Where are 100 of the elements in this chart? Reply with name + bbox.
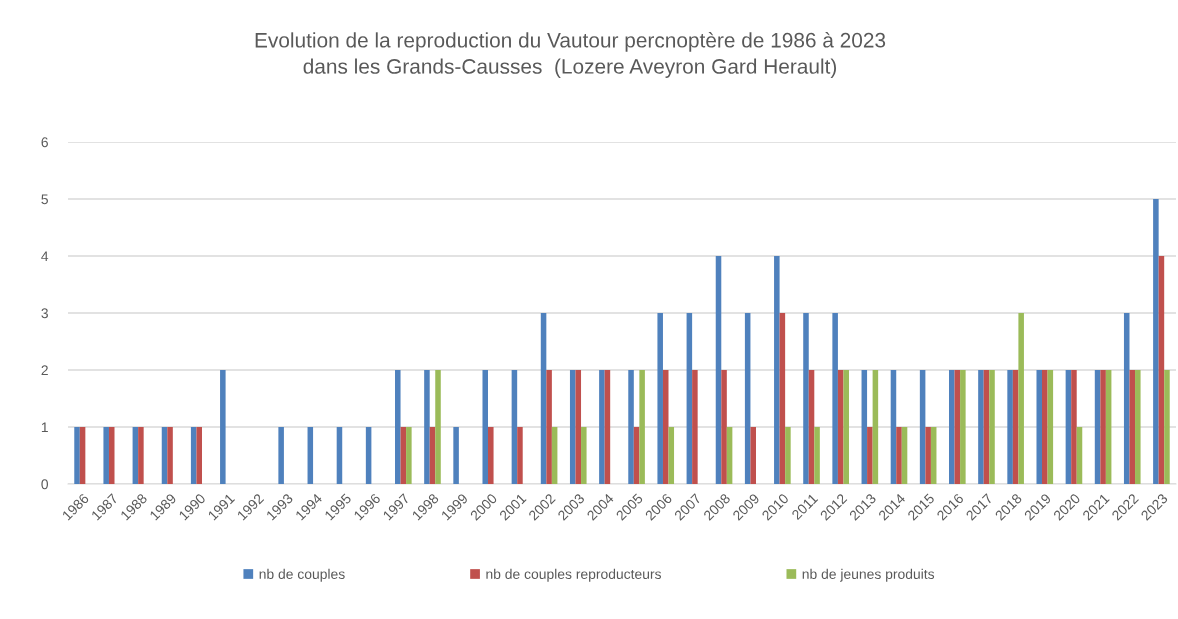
bar xyxy=(599,370,605,484)
bar xyxy=(79,427,86,484)
bar xyxy=(138,427,144,484)
bar xyxy=(108,427,115,484)
bar xyxy=(406,427,412,484)
bar xyxy=(429,427,436,484)
bar xyxy=(1076,427,1083,484)
bar xyxy=(1012,370,1019,484)
bar xyxy=(546,370,552,484)
bar xyxy=(424,370,430,484)
bar xyxy=(989,370,995,484)
bar xyxy=(488,427,494,484)
bar xyxy=(132,427,139,484)
bar xyxy=(744,313,751,484)
bar xyxy=(726,427,733,484)
bar xyxy=(1153,199,1159,484)
chart-title: Evolution de la reproduction du Vautour percnoptère de 1986 à 2023 dans les Grands-Causses (Lozere Aveyron Gard Herault) xyxy=(255,32,886,78)
bar xyxy=(1007,370,1013,484)
bar xyxy=(919,370,926,484)
y-tick-label: 6 xyxy=(41,137,48,148)
bar xyxy=(511,370,518,484)
bar xyxy=(832,313,838,484)
bar xyxy=(278,427,284,484)
bar xyxy=(435,370,441,484)
bar xyxy=(453,427,459,484)
bar xyxy=(715,256,722,484)
bar xyxy=(843,370,849,484)
legend-label: nb de couples reproducteurs xyxy=(486,568,661,582)
bar xyxy=(482,370,489,484)
bar xyxy=(960,370,966,484)
bar xyxy=(395,370,401,484)
bar xyxy=(978,370,984,484)
bar xyxy=(896,427,902,484)
bar xyxy=(657,313,663,484)
bar xyxy=(551,427,558,484)
bar xyxy=(1164,370,1170,484)
bar xyxy=(1135,370,1141,484)
y-tick-label: 2 xyxy=(41,365,48,376)
bar xyxy=(540,313,547,484)
bar xyxy=(633,427,640,484)
y-tick-label: 1 xyxy=(41,422,48,433)
bar xyxy=(750,427,756,484)
bar xyxy=(1042,370,1048,484)
bar xyxy=(1123,313,1130,484)
bar xyxy=(983,370,990,484)
bar xyxy=(803,313,809,484)
bar xyxy=(74,427,80,484)
bar xyxy=(925,427,931,484)
y-tick-label: 0 xyxy=(41,479,49,490)
bar xyxy=(307,427,314,484)
bar xyxy=(196,427,202,484)
bar xyxy=(1105,370,1112,484)
bar xyxy=(336,427,343,484)
bar xyxy=(814,427,820,484)
bar xyxy=(517,427,523,484)
bar xyxy=(686,313,693,484)
legend-label: nb de jeunes produits xyxy=(802,568,935,582)
bar xyxy=(890,370,897,484)
bar xyxy=(779,313,786,484)
bar xyxy=(808,370,815,484)
bar xyxy=(721,370,727,484)
bar xyxy=(901,427,908,484)
bar xyxy=(785,427,791,484)
legend-label: nb de couples xyxy=(259,568,345,582)
bar xyxy=(1065,370,1072,484)
bar xyxy=(190,427,197,484)
bar xyxy=(575,370,582,484)
bar xyxy=(220,370,226,484)
bar xyxy=(581,427,587,484)
bar xyxy=(837,370,844,484)
bar xyxy=(954,370,961,484)
bar xyxy=(930,427,937,484)
bar xyxy=(774,256,780,484)
bar xyxy=(662,370,669,484)
bar xyxy=(872,370,879,484)
bar xyxy=(1047,370,1054,484)
bar xyxy=(365,427,372,484)
bar xyxy=(604,370,611,484)
bar xyxy=(861,370,868,484)
bar xyxy=(668,427,675,484)
bar xyxy=(1036,370,1043,484)
bar xyxy=(867,427,873,484)
bar xyxy=(400,427,407,484)
bar xyxy=(569,370,576,484)
bar xyxy=(1094,370,1101,484)
bar xyxy=(949,370,955,484)
bar xyxy=(1129,370,1136,484)
y-tick-label: 3 xyxy=(41,308,48,319)
y-tick-label: 5 xyxy=(41,194,48,205)
bar xyxy=(1071,370,1077,484)
bar xyxy=(692,370,698,484)
bar xyxy=(161,427,168,484)
bar xyxy=(1018,313,1024,484)
bar xyxy=(639,370,645,484)
y-tick-label: 4 xyxy=(41,251,49,262)
bar xyxy=(167,427,173,484)
bar xyxy=(1100,370,1106,484)
bar xyxy=(628,370,634,484)
bar xyxy=(1158,256,1165,484)
bar xyxy=(103,427,109,484)
